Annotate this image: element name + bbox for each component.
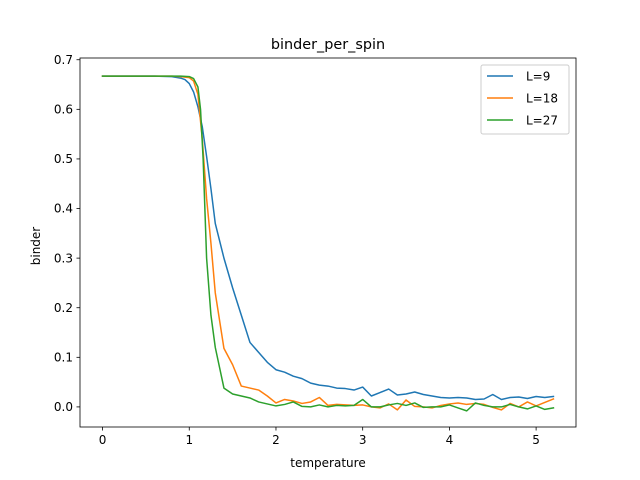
x-tick-label: 0 (99, 433, 107, 447)
y-tick-label: 0.4 (54, 202, 73, 216)
y-tick-label: 0.5 (54, 152, 73, 166)
x-axis: 0 1 2 3 4 5 (99, 427, 540, 447)
y-tick-label: 0.2 (54, 301, 73, 315)
chart-title: binder_per_spin (271, 37, 385, 53)
legend: L=9 L=18 L=27 (480, 64, 570, 135)
x-tick-label: 1 (185, 433, 193, 447)
y-tick-label: 0.6 (54, 103, 73, 117)
series-line-L=9 (101, 75, 555, 401)
y-tick-label: 0.7 (54, 53, 73, 67)
legend-label-L=9: L=9 (526, 69, 550, 83)
x-tick-label: 2 (272, 433, 280, 447)
axes-border (79, 57, 577, 428)
y-tick-label: 0.1 (54, 351, 73, 365)
x-tick-label: 3 (359, 433, 367, 447)
legend-box (480, 64, 570, 135)
y-axis-label: binder (29, 227, 43, 266)
series-line-L=27 (101, 75, 555, 412)
legend-label-L=18: L=18 (526, 91, 558, 105)
x-tick-label: 4 (446, 433, 454, 447)
legend-label-L=27: L=27 (526, 113, 558, 127)
plot-lines (101, 75, 555, 412)
y-tick-label: 0.3 (54, 251, 73, 265)
y-axis: 0.0 0.1 0.2 0.3 0.4 0.5 0.6 0.7 (54, 53, 80, 414)
x-tick-label: 5 (532, 433, 540, 447)
axes-frame (79, 57, 577, 428)
x-axis-label: temperature (290, 456, 365, 470)
y-tick-label: 0.0 (54, 400, 73, 414)
